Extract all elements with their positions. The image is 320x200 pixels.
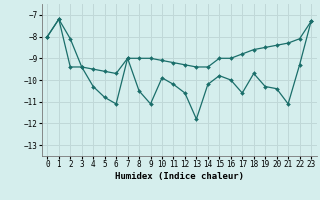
X-axis label: Humidex (Indice chaleur): Humidex (Indice chaleur) bbox=[115, 172, 244, 181]
